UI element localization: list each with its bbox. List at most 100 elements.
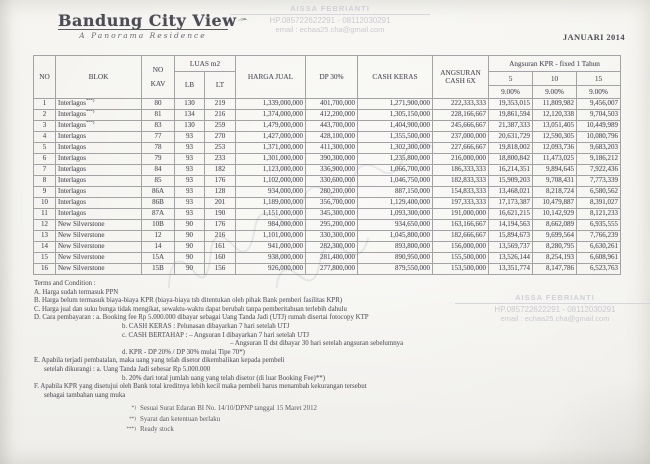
table-cell-blok: Interlagos bbox=[55, 197, 142, 209]
col-header-blok: BLOK bbox=[55, 55, 142, 99]
table-cell-kpr_15: 6,630,261 bbox=[576, 241, 622, 253]
table-cell-angsuran_6x: 182,666,667 bbox=[432, 230, 490, 242]
table-cell-harga: 1,371,000,000 bbox=[235, 142, 307, 154]
table-cell-kpr_15: 9,186,212 bbox=[576, 153, 622, 165]
table-row: 11 Interlagos 87A 93 190 1,151,000,000 345,300… bbox=[33, 208, 622, 220]
table-row: 3 Interlagos***) 83 130 259 1,479,000,000 443,… bbox=[33, 120, 622, 132]
agent-email: email : echaa25.cha@gmail.com bbox=[500, 314, 610, 323]
table-cell-harga: 1,101,000,000 bbox=[235, 230, 307, 242]
table-cell-no: 14 bbox=[33, 241, 56, 253]
table-cell-dp: 428,100,000 bbox=[305, 131, 359, 143]
table-cell-harga: 1,151,000,000 bbox=[235, 208, 307, 220]
table-cell-cash_keras: 1,305,150,000 bbox=[357, 109, 434, 121]
table-row: 1 Interlagos***) 80 130 219 1,339,000,000 401,… bbox=[33, 98, 622, 110]
table-cell-lt: 182 bbox=[203, 164, 237, 176]
terms-lines: A. Harga sudah termasuk PPN B. Harga belu… bbox=[34, 289, 634, 401]
terms-line: F. Apabila KPR yang disetujui oleh Bank … bbox=[34, 383, 367, 391]
table-cell-lb: 93 bbox=[174, 208, 205, 220]
table-cell-kav: 83 bbox=[141, 120, 175, 132]
table-cell-harga: 984,000,000 bbox=[235, 219, 307, 231]
table-cell-blok: New Silverstone bbox=[55, 252, 142, 264]
terms-line: C. Harga jual dan suku bunga tidak mengi… bbox=[34, 305, 347, 313]
col-header-lt: LT bbox=[203, 71, 237, 99]
table-cell-cash_keras: 1,046,750,000 bbox=[357, 175, 434, 187]
table-cell-lb: 93 bbox=[174, 186, 205, 198]
table-cell-dp: 330,300,000 bbox=[305, 230, 359, 242]
table-cell-angsuran_6x: 186,333,333 bbox=[432, 164, 490, 176]
table-cell-angsuran_6x: 237,000,000 bbox=[432, 131, 490, 143]
table-row: 14 New Silverstone 14 90 161 941,000,000 282,3… bbox=[33, 241, 622, 253]
table-cell-kpr_5: 17,173,387 bbox=[488, 197, 534, 209]
table-cell-no: 13 bbox=[33, 230, 56, 242]
table-cell-no: 5 bbox=[33, 142, 56, 154]
agent-contact-stamp-top: AISSA FEBRIANTI HP.085722622291 - 081120… bbox=[230, 4, 430, 34]
table-cell-kpr_5: 15,909,203 bbox=[488, 175, 534, 187]
agent-phone: HP.085722622291 - 08112030291 bbox=[455, 303, 650, 314]
terms-line: b. 20% dari total jumlah uang yang telah… bbox=[122, 374, 326, 382]
col-header-kav-line2: KAV bbox=[150, 79, 166, 88]
table-cell-blok: New Silverstone bbox=[55, 241, 142, 253]
terms-section: Terms and Condition : A. Harga sudah ter… bbox=[34, 280, 634, 400]
table-row: 15 New Silverstone 15A 90 160 938,000,000 281,… bbox=[33, 252, 622, 264]
logo: Bandung City View A Panorama Residence bbox=[58, 11, 248, 40]
col-header-kpr-15: 15 bbox=[576, 71, 622, 86]
table-cell-kpr_5: 13,526,144 bbox=[488, 252, 534, 264]
terms-line: – Angsuran II dst dibayar 30 hari setela… bbox=[230, 340, 404, 348]
table-cell-kpr_5: 21,387,333 bbox=[488, 120, 534, 132]
table-cell-lt: 219 bbox=[203, 98, 237, 110]
table-cell-kpr_10: 13,051,405 bbox=[532, 120, 578, 132]
table-cell-cash_keras: 1,235,800,000 bbox=[357, 153, 434, 165]
table-cell-angsuran_6x: 216,000,000 bbox=[432, 153, 490, 165]
table-cell-kpr_15: 7,766,239 bbox=[576, 230, 622, 242]
table-row: 7 Interlagos 84 93 182 1,123,000,000 336,900,0… bbox=[33, 164, 622, 176]
blok-footnote-marker: ***) bbox=[86, 120, 95, 125]
table-cell-dp: 281,400,000 bbox=[305, 252, 359, 264]
table-cell-lt: 253 bbox=[203, 142, 237, 154]
footnote-text: Syarat dan ketentuan berlaku bbox=[140, 415, 221, 423]
footnotes: *) Sesuai Surat Edaran BI No. 14/10/DPNP … bbox=[118, 404, 316, 436]
table-cell-harga: 938,000,000 bbox=[235, 252, 307, 264]
table-cell-kav: 86A bbox=[141, 186, 175, 198]
table-cell-lb: 93 bbox=[174, 197, 205, 209]
table-cell-kpr_15: 8,391,027 bbox=[576, 197, 622, 209]
table-cell-harga: 941,000,000 bbox=[235, 241, 307, 253]
terms-line: D. Cara pembayaran : a. Booking fee Rp 5… bbox=[34, 314, 369, 322]
table-cell-lt: 270 bbox=[203, 131, 237, 143]
table-cell-kpr_5: 18,800,842 bbox=[488, 153, 534, 165]
table-cell-cash_keras: 1,093,300,000 bbox=[357, 208, 434, 220]
price-table: NO BLOK NO KAV LUAS m2 HARGA JUAL DP 30%… bbox=[33, 55, 622, 275]
table-cell-harga: 1,374,000,000 bbox=[235, 109, 307, 121]
terms-line: c. CASH BERTAHAP : – Angsuran I dibayark… bbox=[122, 331, 310, 339]
table-cell-dp: 412,200,000 bbox=[305, 109, 359, 121]
table-cell-kpr_10: 9,699,564 bbox=[532, 230, 578, 242]
table-cell-no: 7 bbox=[33, 164, 56, 176]
table-cell-harga: 1,123,000,000 bbox=[235, 164, 307, 176]
table-row: 16 New Silverstone 15B 90 156 926,000,000 277,… bbox=[33, 263, 622, 275]
table-cell-kav: 12 bbox=[141, 230, 175, 242]
table-cell-lb: 93 bbox=[174, 164, 205, 176]
col-header-kpr-10: 10 bbox=[532, 71, 578, 86]
terms-title: Terms and Condition : bbox=[34, 280, 96, 287]
col-header-no: NO bbox=[33, 55, 56, 99]
table-cell-kpr_5: 19,818,002 bbox=[488, 142, 534, 154]
blok-footnote-marker: ***) bbox=[86, 98, 95, 103]
table-cell-angsuran_6x: 228,166,667 bbox=[432, 109, 490, 121]
table-cell-lt: 190 bbox=[203, 208, 237, 220]
table-cell-dp: 345,300,000 bbox=[305, 208, 359, 220]
table-cell-lb: 130 bbox=[174, 120, 205, 132]
table-cell-blok: Interlagos bbox=[55, 208, 142, 220]
col-header-kpr-group: Angsuran KPR - fixed 1 Tahun bbox=[488, 55, 622, 72]
table-cell-cash_keras: 1,404,900,000 bbox=[357, 120, 434, 132]
agent-email: email : echaa25.cha@gmail.com bbox=[275, 25, 385, 34]
table-cell-lb: 93 bbox=[174, 131, 205, 143]
terms-line: d. KPR - DP 20% / DP 30% mulai Tipe 70*) bbox=[122, 348, 245, 356]
table-cell-kav: 84 bbox=[141, 164, 175, 176]
table-cell-angsuran_6x: 222,333,333 bbox=[432, 98, 490, 110]
table-cell-dp: 356,700,000 bbox=[305, 197, 359, 209]
table-cell-kav: 77 bbox=[141, 131, 175, 143]
table-cell-lt: 160 bbox=[203, 252, 237, 264]
table-cell-kpr_15: 10,449,989 bbox=[576, 120, 622, 132]
table-cell-cash_keras: 887,150,000 bbox=[357, 186, 434, 198]
table-cell-blok: Interlagos bbox=[55, 164, 142, 176]
table-cell-lt: 176 bbox=[203, 175, 237, 187]
